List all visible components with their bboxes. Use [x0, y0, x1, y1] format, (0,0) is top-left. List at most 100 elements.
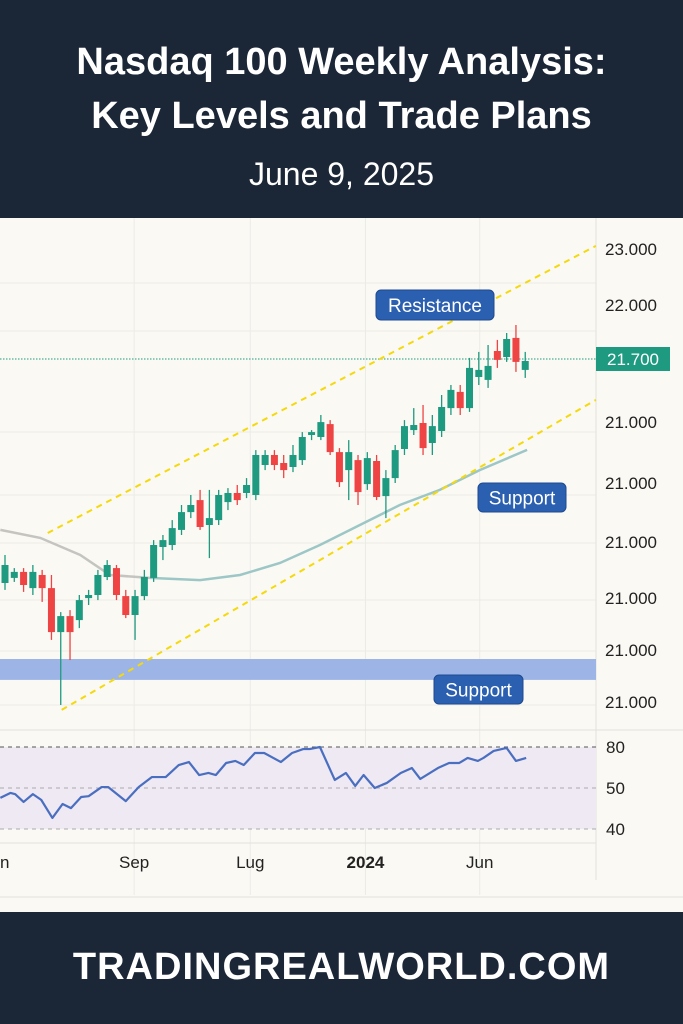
candle	[261, 450, 269, 471]
support-zone-label-box	[433, 674, 524, 705]
candle-body	[428, 426, 436, 443]
candle	[38, 569, 46, 602]
x-tick-label: 2024	[347, 853, 385, 872]
candle	[373, 455, 381, 501]
y-tick-label: 23.000	[605, 240, 657, 259]
candle-body	[363, 458, 371, 485]
candle	[521, 351, 529, 378]
candle-body	[215, 495, 223, 521]
candle	[178, 505, 186, 535]
candle-body	[57, 616, 65, 633]
support-trend-label: Support	[489, 489, 556, 510]
candle	[298, 432, 306, 465]
candle-body	[233, 493, 241, 501]
page-title: Nasdaq 100 Weekly Analysis: Key Levels a…	[0, 35, 683, 143]
candle-body	[308, 432, 316, 435]
title-line-1: Nasdaq 100 Weekly Analysis:	[76, 41, 607, 83]
candle-body	[335, 452, 343, 483]
x-tick-label: Sep	[119, 853, 149, 872]
candle	[47, 575, 55, 640]
candle	[224, 488, 232, 511]
candle	[10, 568, 18, 582]
candle-body	[122, 596, 130, 615]
candle-body	[280, 463, 288, 471]
candle	[466, 357, 473, 412]
x-tick-label: Lug	[236, 853, 264, 872]
candle	[215, 489, 223, 525]
rsi-level-label: 40	[606, 820, 625, 839]
candle	[66, 610, 74, 661]
brand-url: TRADINGREALWORLD.COM	[72, 946, 611, 988]
candle-body	[493, 351, 501, 360]
candle	[29, 565, 37, 595]
candle-body	[382, 478, 390, 497]
candle-body	[47, 588, 55, 633]
candle	[1, 555, 9, 590]
candle	[252, 450, 260, 501]
y-tick-label: 21.000	[605, 641, 657, 660]
candle-body	[475, 369, 483, 377]
candle-body	[484, 365, 492, 380]
candle	[456, 385, 464, 415]
candle	[354, 455, 362, 505]
candle	[493, 339, 501, 368]
candle-body	[447, 389, 455, 409]
candle-body	[103, 565, 111, 577]
candle	[512, 325, 520, 372]
candle	[345, 440, 353, 501]
current-price-label: 21.700	[607, 350, 659, 369]
candle	[205, 489, 213, 559]
candle-body	[20, 571, 28, 585]
candle	[94, 569, 102, 601]
candle	[317, 415, 325, 441]
resistance-label: Resistance	[388, 296, 482, 317]
candle-body	[252, 455, 260, 495]
candle-body	[410, 425, 418, 431]
candle	[233, 485, 241, 505]
y-tick-label: 22.000	[605, 296, 657, 315]
candlestick-chart: Resistance Support Support 21.700 23.000 22.0…	[0, 218, 683, 898]
candle-body	[243, 485, 251, 493]
candle-body	[29, 571, 37, 589]
candle-body	[205, 518, 213, 525]
candle-body	[140, 577, 148, 597]
rsi-line	[0, 745, 527, 820]
candle-body	[345, 452, 353, 471]
candle	[85, 589, 93, 605]
candle	[447, 385, 455, 415]
resistance-label-box	[375, 289, 495, 321]
candle	[410, 408, 418, 435]
candle-body	[270, 455, 278, 465]
candle-body	[94, 575, 102, 595]
x-tick-label: Jun	[0, 853, 9, 872]
candle-body	[168, 528, 176, 545]
candle-body	[466, 367, 473, 409]
candle	[289, 445, 297, 473]
candle-body	[178, 512, 186, 530]
candle-body	[85, 595, 93, 599]
candle	[122, 589, 130, 619]
channel-lower-trendline	[61, 399, 597, 711]
support-trend-label-box	[477, 482, 567, 513]
candle	[484, 345, 492, 388]
candle-body	[38, 575, 46, 589]
y-tick-label: 21.000	[605, 589, 657, 608]
y-tick-label: 21.000	[605, 413, 657, 432]
candle-body	[456, 391, 464, 409]
candle	[103, 560, 111, 581]
title-line-2: Key Levels and Trade Plans	[91, 95, 592, 137]
candle	[308, 430, 316, 441]
candle	[131, 589, 139, 640]
candle-body	[373, 461, 381, 497]
candle	[428, 415, 436, 455]
candle	[363, 452, 371, 490]
candle	[57, 612, 65, 705]
candle	[280, 455, 288, 479]
candle-body	[150, 545, 158, 578]
candle-body	[521, 361, 529, 370]
candle	[150, 540, 158, 582]
candle	[382, 470, 390, 519]
rsi-level-label: 50	[606, 779, 625, 798]
channel-upper-trendline	[47, 245, 597, 534]
candle-body	[224, 493, 232, 503]
